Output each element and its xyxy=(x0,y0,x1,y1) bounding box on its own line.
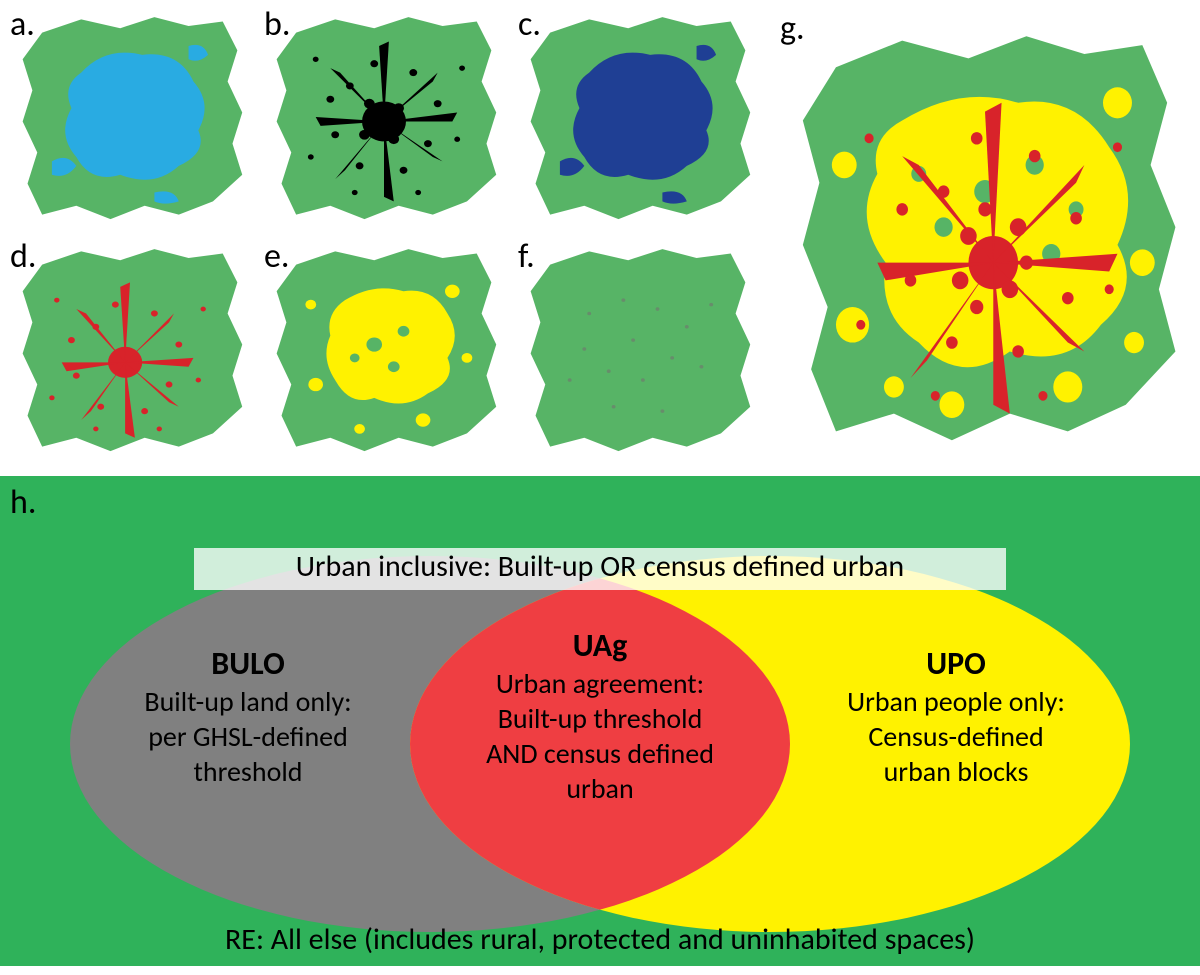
venn-left-title: BULO xyxy=(98,644,398,684)
venn-left-line2: per GHSL-defined xyxy=(98,719,398,754)
venn-right-block: UPO Urban people only: Census-defined ur… xyxy=(806,644,1106,789)
panel-label-f: f. xyxy=(518,236,535,277)
venn-panel-h: h. Urban inclusive: Built-up OR census d… xyxy=(0,476,1200,966)
venn-right-line1: Urban people only: xyxy=(806,684,1106,719)
map-panel-g: g. xyxy=(778,14,1192,458)
panel-label-a: a. xyxy=(10,4,35,45)
figure-container: a. b. xyxy=(0,0,1200,975)
map-panel-c: c. xyxy=(516,6,760,228)
map-d-svg xyxy=(8,238,252,460)
venn-left-block: BULO Built-up land only: per GHSL-define… xyxy=(98,644,398,789)
venn-right-line3: urban blocks xyxy=(806,754,1106,789)
panel-label-b: b. xyxy=(264,4,290,45)
venn-bottom-caption: RE: All else (includes rural, protected … xyxy=(0,921,1200,959)
venn-mid-title: UAg xyxy=(432,626,768,666)
map-a-svg xyxy=(8,6,252,228)
venn-top-caption: Urban inclusive: Built-up OR census defi… xyxy=(0,548,1200,586)
panel-label-g: g. xyxy=(780,8,805,49)
map-b-svg xyxy=(262,6,506,228)
map-panel-f: f. xyxy=(516,238,760,460)
map-panel-d: d. xyxy=(8,238,252,460)
venn-mid-line1: Urban agreement: xyxy=(432,666,768,701)
venn-right-title: UPO xyxy=(806,644,1106,684)
venn-mid-line3: AND census defined xyxy=(432,736,768,771)
panel-label-h: h. xyxy=(10,482,36,523)
panel-label-d: d. xyxy=(10,236,36,277)
map-panel-e: e. xyxy=(262,238,506,460)
venn-mid-line4: urban xyxy=(432,771,768,806)
map-e-svg xyxy=(262,238,506,460)
map-panel-a: a. xyxy=(8,6,252,228)
venn-bottom-caption-text: RE: All else (includes rural, protected … xyxy=(225,921,975,958)
map-panel-b: b. xyxy=(262,6,506,228)
venn-top-caption-text: Urban inclusive: Built-up OR census defi… xyxy=(296,548,904,585)
venn-mid-block: UAg Urban agreement: Built-up threshold … xyxy=(432,626,768,806)
venn-left-line1: Built-up land only: xyxy=(98,684,398,719)
venn-left-line3: threshold xyxy=(98,754,398,789)
venn-mid-line2: Built-up threshold xyxy=(432,701,768,736)
map-f-svg xyxy=(516,238,760,460)
map-g-svg xyxy=(778,14,1192,458)
map-c-svg xyxy=(516,6,760,228)
panel-label-e: e. xyxy=(264,236,290,277)
venn-right-line2: Census-defined xyxy=(806,719,1106,754)
panel-label-c: c. xyxy=(518,4,541,45)
